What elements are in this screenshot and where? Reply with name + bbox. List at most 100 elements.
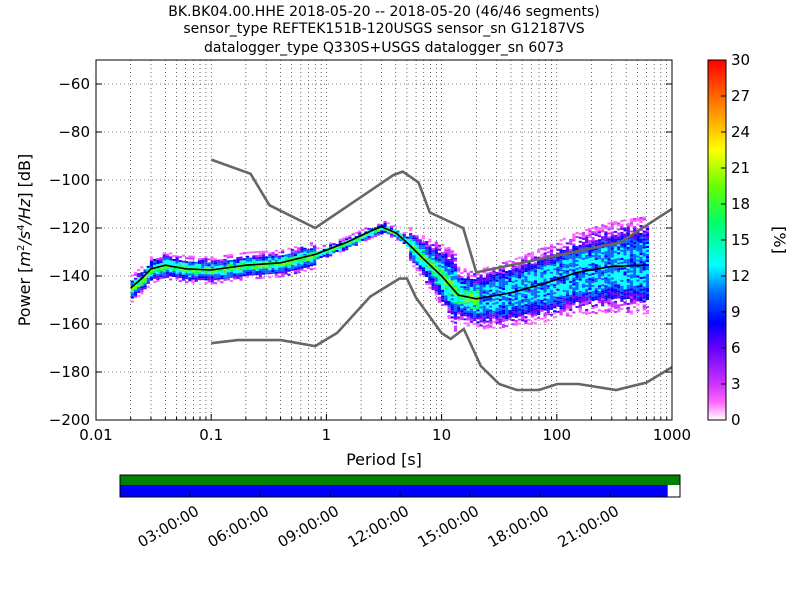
heatmap-cell bbox=[130, 282, 134, 285]
heatmap-cell bbox=[495, 277, 499, 280]
heatmap-cell bbox=[543, 272, 547, 275]
heatmap-cell bbox=[517, 314, 522, 317]
heatmap-cell bbox=[565, 260, 570, 263]
heatmap-cell bbox=[610, 303, 614, 306]
heatmap-cell bbox=[284, 266, 288, 269]
heatmap-cell bbox=[511, 319, 515, 322]
heatmap-cell bbox=[642, 240, 646, 243]
heatmap-cell bbox=[437, 296, 442, 299]
heatmap-cell bbox=[521, 269, 525, 272]
heatmap-cell bbox=[623, 285, 627, 288]
heatmap-cell bbox=[223, 268, 227, 271]
heatmap-cell bbox=[559, 283, 563, 286]
heatmap-cell bbox=[543, 258, 547, 261]
heatmap-cell bbox=[300, 252, 304, 255]
heatmap-cell bbox=[613, 254, 618, 257]
heatmap-cell bbox=[159, 259, 163, 262]
heatmap-cell bbox=[511, 323, 515, 326]
heatmap-cell bbox=[505, 273, 509, 276]
heatmap-cell bbox=[281, 267, 285, 270]
heatmap-cell bbox=[556, 302, 560, 305]
heatmap-cell bbox=[188, 263, 192, 266]
heatmap-cell bbox=[607, 274, 611, 277]
heatmap-cell bbox=[245, 255, 250, 258]
heatmap-cell bbox=[549, 305, 554, 308]
heatmap-cell bbox=[575, 259, 579, 262]
heatmap-cell bbox=[210, 256, 214, 259]
heatmap-cell bbox=[617, 290, 621, 293]
heatmap-cell bbox=[601, 286, 605, 289]
heatmap-cell bbox=[521, 297, 525, 300]
heatmap-cell bbox=[191, 277, 195, 280]
heatmap-cell bbox=[553, 290, 557, 293]
heatmap-cell bbox=[588, 232, 592, 235]
heatmap-cell bbox=[482, 279, 486, 282]
heatmap-cell bbox=[476, 289, 480, 292]
heatmap-cell bbox=[498, 320, 502, 323]
heatmap-cell bbox=[444, 295, 448, 298]
heatmap-cell bbox=[485, 274, 490, 277]
heatmap-cell bbox=[457, 290, 461, 293]
heatmap-cell bbox=[255, 259, 259, 262]
heatmap-cell bbox=[626, 242, 630, 245]
heatmap-cell bbox=[588, 266, 592, 269]
heatmap-cell bbox=[428, 256, 432, 259]
heatmap-cell bbox=[572, 291, 576, 294]
heatmap-cell bbox=[265, 250, 269, 253]
heatmap-cell bbox=[537, 261, 541, 264]
heatmap-cell bbox=[524, 318, 528, 321]
heatmap-cell bbox=[501, 285, 506, 288]
heatmap-cell bbox=[642, 216, 646, 219]
heatmap-cell bbox=[242, 266, 246, 269]
heatmap-cell bbox=[437, 274, 442, 277]
heatmap-cell bbox=[633, 247, 637, 250]
heatmap-cell bbox=[274, 249, 278, 252]
heatmap-cell bbox=[137, 289, 141, 292]
heatmap-cell bbox=[415, 239, 419, 242]
heatmap-cell bbox=[444, 267, 448, 270]
heatmap-cell bbox=[546, 261, 550, 264]
heatmap-cell bbox=[633, 237, 637, 240]
heatmap-cell bbox=[639, 297, 643, 300]
heatmap-cell bbox=[159, 261, 163, 264]
heatmap-cell bbox=[636, 249, 640, 252]
heatmap-cell bbox=[341, 249, 346, 252]
heatmap-cell bbox=[543, 264, 547, 267]
heatmap-cell bbox=[629, 240, 634, 243]
heatmap-cell bbox=[585, 290, 589, 293]
heatmap-cell bbox=[610, 293, 614, 296]
heatmap-cell bbox=[252, 273, 256, 276]
heatmap-cell bbox=[543, 274, 547, 277]
heatmap-cell bbox=[236, 273, 240, 276]
heatmap-cell bbox=[604, 273, 608, 276]
heatmap-cell bbox=[588, 242, 592, 245]
heatmap-cell bbox=[623, 273, 627, 276]
heatmap-cell bbox=[636, 299, 640, 302]
heatmap-cell bbox=[533, 294, 538, 297]
heatmap-cell bbox=[226, 272, 230, 275]
heatmap-cell bbox=[604, 301, 608, 304]
heatmap-cell bbox=[453, 257, 458, 260]
heatmap-cell bbox=[540, 269, 544, 272]
heatmap-cell bbox=[581, 287, 586, 290]
heatmap-cell bbox=[431, 276, 435, 279]
heatmap-cell bbox=[300, 250, 304, 253]
heatmap-cell bbox=[501, 287, 506, 290]
heatmap-cell bbox=[549, 277, 554, 280]
heatmap-cell bbox=[620, 219, 624, 222]
heatmap-cell bbox=[284, 264, 288, 267]
heatmap-cell bbox=[479, 284, 483, 287]
heatmap-cell bbox=[575, 293, 579, 296]
heatmap-cell bbox=[537, 311, 541, 314]
heatmap-cell bbox=[418, 247, 422, 250]
heatmap-cell bbox=[642, 262, 646, 265]
heatmap-cell bbox=[594, 312, 598, 315]
heatmap-cell bbox=[428, 268, 432, 271]
heatmap-cell bbox=[201, 270, 205, 273]
heatmap-cell bbox=[505, 301, 509, 304]
heatmap-cell bbox=[639, 217, 643, 220]
heatmap-cell bbox=[607, 248, 611, 251]
heatmap-cell bbox=[495, 315, 499, 318]
heatmap-cell bbox=[457, 268, 461, 271]
heatmap-cell bbox=[601, 288, 605, 291]
